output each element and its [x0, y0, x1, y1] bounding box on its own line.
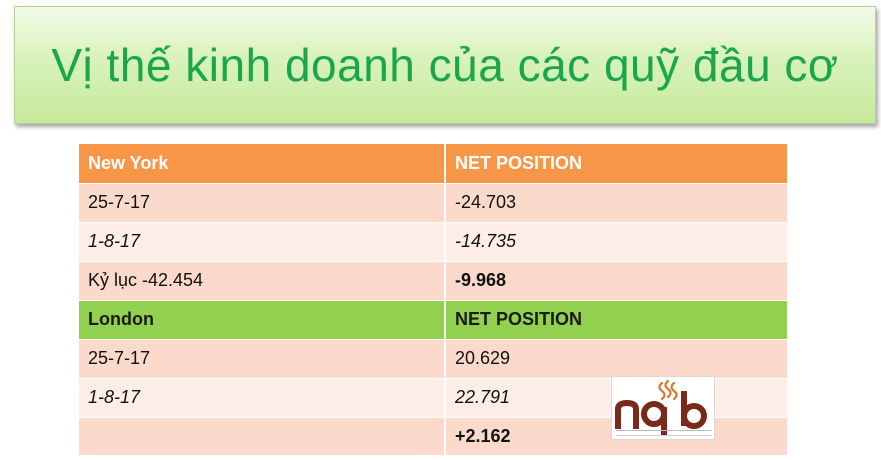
nqb-logo-mark	[615, 379, 707, 435]
table-row: 25-7-17 -24.703	[79, 183, 787, 223]
date-cell: 1-8-17	[79, 222, 446, 262]
table-row: 1-8-17 -14.735	[79, 222, 787, 262]
net-position-cell: 20.629	[445, 339, 787, 379]
record-cell: Kỷ lục -42.454	[79, 261, 446, 301]
table-row: 25-7-17 20.629	[79, 339, 787, 379]
page-title: Vị thế kinh doanh của các quỹ đầu cơ	[51, 39, 839, 91]
net-position-cell: -24.703	[445, 183, 787, 223]
header-market-london: London	[79, 300, 446, 340]
table-header-london: London NET POSITION	[79, 300, 787, 340]
header-net-position: NET POSITION	[445, 300, 787, 340]
net-position-table: New York NET POSITION 25-7-17 -24.703 1-…	[79, 144, 787, 456]
net-position-cell: -14.735	[445, 222, 787, 262]
empty-cell	[79, 417, 446, 456]
header-market-new-york: New York	[79, 144, 446, 184]
nqb-logo	[611, 376, 715, 440]
table-row: Kỷ lục -42.454 -9.968	[79, 261, 787, 301]
table-header-new-york: New York NET POSITION	[79, 144, 787, 184]
logo-fine-print	[616, 430, 712, 436]
date-cell: 25-7-17	[79, 339, 446, 379]
date-cell: 25-7-17	[79, 183, 446, 223]
title-banner: Vị thế kinh doanh của các quỹ đầu cơ	[14, 6, 876, 124]
header-net-position: NET POSITION	[445, 144, 787, 184]
change-cell: -9.968	[445, 261, 787, 301]
date-cell: 1-8-17	[79, 378, 446, 418]
